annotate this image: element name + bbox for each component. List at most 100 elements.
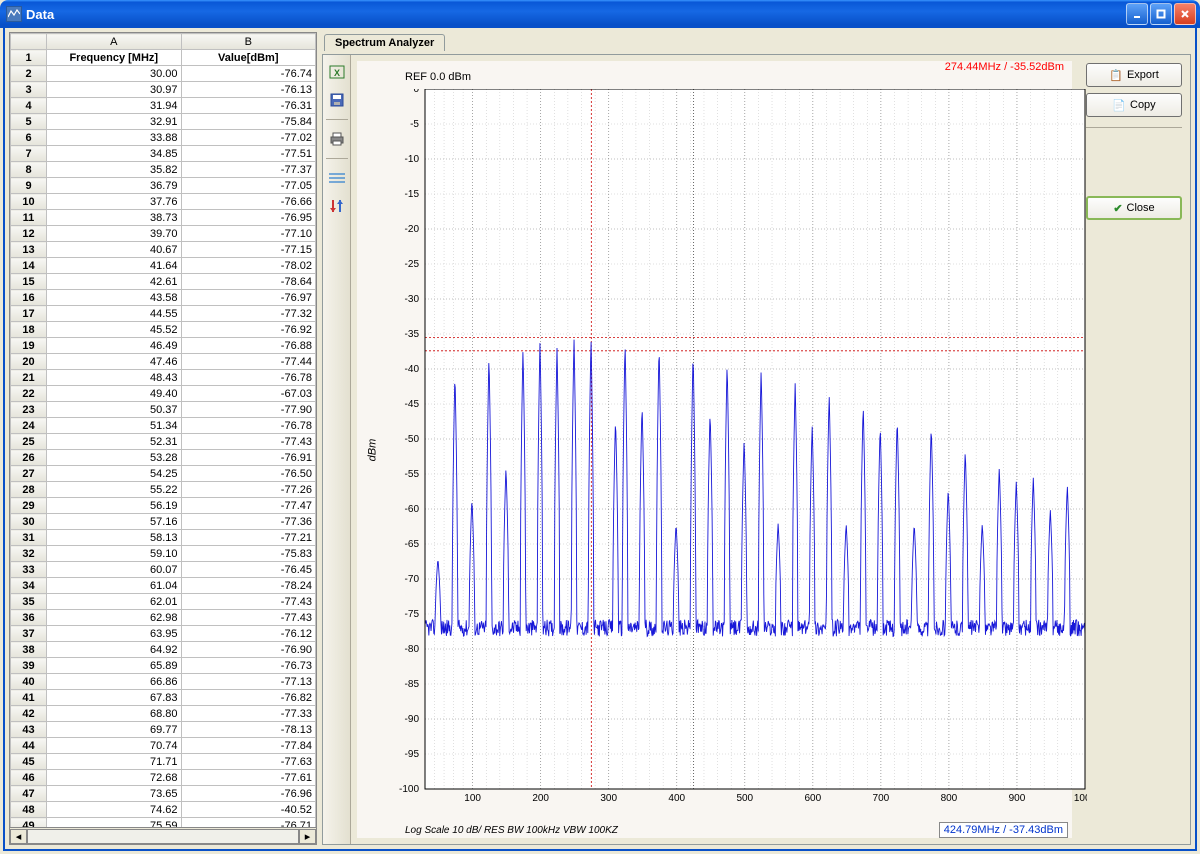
export-excel-icon[interactable]: X [326, 61, 348, 83]
cell[interactable]: 63.95 [47, 626, 182, 642]
cell[interactable]: -75.83 [181, 546, 316, 562]
row-header[interactable]: 5 [11, 114, 47, 130]
table-row[interactable]: 2249.40-67.03 [11, 386, 316, 402]
tab-spectrum-analyzer[interactable]: Spectrum Analyzer [324, 34, 445, 51]
table-row[interactable]: 3259.10-75.83 [11, 546, 316, 562]
cell[interactable]: -76.50 [181, 466, 316, 482]
cell[interactable]: 59.10 [47, 546, 182, 562]
row-header[interactable]: 18 [11, 322, 47, 338]
cell[interactable]: 42.61 [47, 274, 182, 290]
table-row[interactable]: 936.79-77.05 [11, 178, 316, 194]
cell[interactable]: -77.37 [181, 162, 316, 178]
spectrum-chart[interactable]: REF 0.0 dBm 274.44MHz / -35.52dBm dBm 0-… [357, 61, 1072, 838]
row-header[interactable]: 19 [11, 338, 47, 354]
cell[interactable]: 53.28 [47, 450, 182, 466]
table-row[interactable]: 3662.98-77.43 [11, 610, 316, 626]
cell[interactable]: -77.05 [181, 178, 316, 194]
cell[interactable]: -78.24 [181, 578, 316, 594]
cell[interactable]: 67.83 [47, 690, 182, 706]
row-header[interactable]: 13 [11, 242, 47, 258]
row-header[interactable]: 46 [11, 770, 47, 786]
table-row[interactable]: 4672.68-77.61 [11, 770, 316, 786]
cell[interactable]: -76.91 [181, 450, 316, 466]
save-icon[interactable] [326, 89, 348, 111]
cell[interactable]: 48.43 [47, 370, 182, 386]
cell[interactable]: 72.68 [47, 770, 182, 786]
table-row[interactable]: 3763.95-76.12 [11, 626, 316, 642]
table-row[interactable]: 1845.52-76.92 [11, 322, 316, 338]
row-header[interactable]: 35 [11, 594, 47, 610]
table-row[interactable]: 633.88-77.02 [11, 130, 316, 146]
cell[interactable]: 44.55 [47, 306, 182, 322]
cell[interactable]: 75.59 [47, 818, 182, 828]
corner-cell[interactable] [11, 34, 47, 50]
cell[interactable]: 64.92 [47, 642, 182, 658]
table-row[interactable]: 2552.31-77.43 [11, 434, 316, 450]
row-header[interactable]: 25 [11, 434, 47, 450]
row-header[interactable]: 14 [11, 258, 47, 274]
cell[interactable]: 40.67 [47, 242, 182, 258]
row-header[interactable]: 23 [11, 402, 47, 418]
cell[interactable]: 31.94 [47, 98, 182, 114]
cell[interactable]: 69.77 [47, 722, 182, 738]
row-header[interactable]: 32 [11, 546, 47, 562]
row-header[interactable]: 22 [11, 386, 47, 402]
maximize-button[interactable] [1150, 3, 1172, 25]
table-row[interactable]: 4773.65-76.96 [11, 786, 316, 802]
cell[interactable]: -76.96 [181, 786, 316, 802]
cell[interactable]: 34.85 [47, 146, 182, 162]
table-row[interactable]: 4470.74-77.84 [11, 738, 316, 754]
table-row[interactable]: 3562.01-77.43 [11, 594, 316, 610]
table-row[interactable]: 1744.55-77.32 [11, 306, 316, 322]
table-row[interactable]: 1542.61-78.64 [11, 274, 316, 290]
cell[interactable]: -75.84 [181, 114, 316, 130]
close-button[interactable]: ✔ Close [1086, 196, 1182, 220]
cell[interactable]: -67.03 [181, 386, 316, 402]
copy-button[interactable]: 📄 Copy [1086, 93, 1182, 117]
cell[interactable]: -78.02 [181, 258, 316, 274]
cell[interactable]: 58.13 [47, 530, 182, 546]
row-header[interactable]: 29 [11, 498, 47, 514]
table-row[interactable]: 2855.22-77.26 [11, 482, 316, 498]
table-row[interactable]: 2754.25-76.50 [11, 466, 316, 482]
cell[interactable]: -77.26 [181, 482, 316, 498]
row-header[interactable]: 9 [11, 178, 47, 194]
row-header[interactable]: 21 [11, 370, 47, 386]
row-header[interactable]: 41 [11, 690, 47, 706]
cell[interactable]: -40.52 [181, 802, 316, 818]
cell[interactable]: 47.46 [47, 354, 182, 370]
cell[interactable]: -77.02 [181, 130, 316, 146]
sort-icon[interactable] [326, 195, 348, 217]
col-header-b[interactable]: B [181, 34, 316, 50]
table-row[interactable]: 1138.73-76.95 [11, 210, 316, 226]
table-row[interactable]: 1037.76-76.66 [11, 194, 316, 210]
minimize-button[interactable] [1126, 3, 1148, 25]
cell[interactable]: 32.91 [47, 114, 182, 130]
cell[interactable]: -77.10 [181, 226, 316, 242]
cell[interactable]: Value[dBm] [181, 50, 316, 66]
cell[interactable]: -76.71 [181, 818, 316, 828]
table-row[interactable]: 1340.67-77.15 [11, 242, 316, 258]
row-header[interactable]: 15 [11, 274, 47, 290]
cell[interactable]: 37.76 [47, 194, 182, 210]
row-header[interactable]: 10 [11, 194, 47, 210]
table-row[interactable]: 4975.59-76.71 [11, 818, 316, 828]
row-header[interactable]: 47 [11, 786, 47, 802]
cell[interactable]: 73.65 [47, 786, 182, 802]
row-header[interactable]: 33 [11, 562, 47, 578]
cell[interactable]: 62.98 [47, 610, 182, 626]
horizontal-scrollbar[interactable]: ◂ ▸ [10, 827, 316, 844]
cell[interactable]: 35.82 [47, 162, 182, 178]
row-header[interactable]: 7 [11, 146, 47, 162]
cell[interactable]: -76.88 [181, 338, 316, 354]
cell[interactable]: -77.36 [181, 514, 316, 530]
table-row[interactable]: 2451.34-76.78 [11, 418, 316, 434]
cell[interactable]: -77.33 [181, 706, 316, 722]
cell[interactable]: 30.97 [47, 82, 182, 98]
cell[interactable]: -76.82 [181, 690, 316, 706]
cell[interactable]: 71.71 [47, 754, 182, 770]
cell[interactable]: -76.97 [181, 290, 316, 306]
row-header[interactable]: 44 [11, 738, 47, 754]
row-header[interactable]: 48 [11, 802, 47, 818]
cell[interactable]: 61.04 [47, 578, 182, 594]
